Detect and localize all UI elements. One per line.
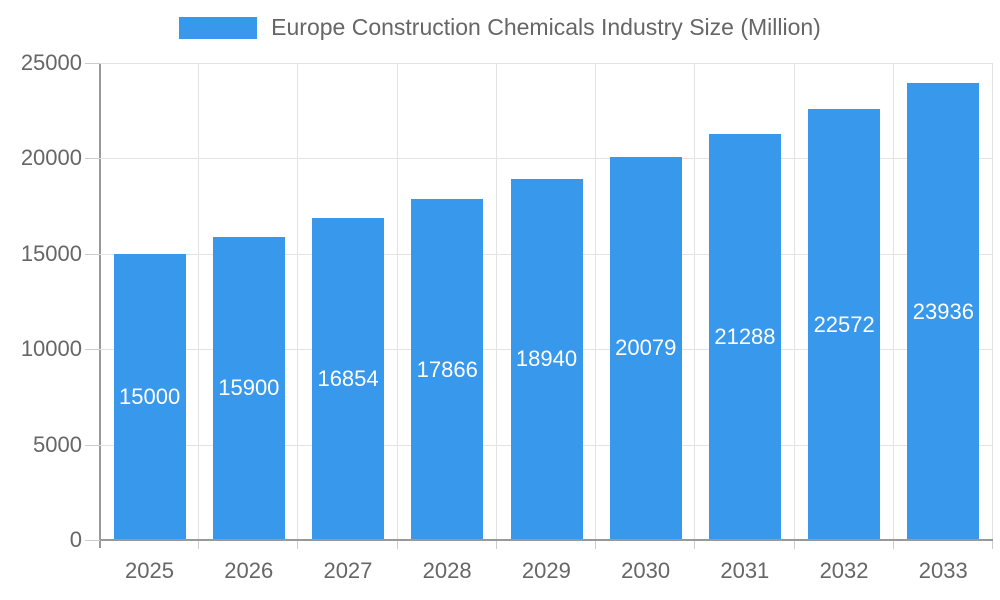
bar[interactable] (609, 156, 682, 540)
bar[interactable] (411, 199, 484, 540)
y-axis-tick-mark (85, 253, 100, 255)
legend-item[interactable]: Europe Construction Chemicals Industry S… (179, 14, 821, 41)
x-axis-tick-mark (595, 541, 597, 549)
x-gridline (694, 63, 696, 540)
x-gridline (595, 63, 597, 540)
y-axis-tick-mark (85, 540, 100, 541)
bar-value-label: 21288 (714, 323, 776, 349)
x-axis-tick-mark (297, 541, 299, 549)
x-axis-tick-label: 2029 (521, 558, 571, 583)
y-axis-tick-label: 0 (69, 527, 82, 552)
bar[interactable] (808, 109, 881, 540)
legend-swatch (179, 16, 258, 39)
bar[interactable] (312, 218, 385, 540)
y-axis-tick-mark (85, 63, 100, 64)
y-axis-tick-mark (85, 444, 100, 446)
y-axis-tick-label: 25000 (20, 50, 82, 75)
y-axis-tick-label: 5000 (33, 431, 82, 457)
y-axis-tick-label: 20000 (20, 145, 82, 171)
x-axis-tick-label: 2032 (819, 558, 869, 583)
x-axis-tick-label: 2028 (422, 558, 472, 583)
x-gridline (396, 63, 398, 540)
x-axis-tick-mark (495, 541, 497, 549)
x-axis-tick-mark (892, 541, 894, 549)
x-axis-tick-mark (198, 541, 200, 549)
legend-label: Europe Construction Chemicals Industry S… (271, 14, 821, 40)
bar-value-label: 20079 (615, 335, 677, 361)
x-axis-tick-label: 2025 (125, 558, 174, 583)
x-gridline (198, 63, 200, 540)
y-axis-tick-mark (85, 158, 100, 160)
y-axis-tick-label: 10000 (20, 336, 82, 362)
y-axis-tick-label: 15000 (20, 240, 82, 266)
y-axis-tick-mark (85, 349, 100, 351)
x-gridline (297, 63, 299, 540)
x-axis-tick-mark (396, 541, 398, 549)
x-axis-tick-mark (793, 541, 795, 549)
bar-value-label: 18940 (515, 346, 578, 372)
y-gridline (100, 63, 993, 64)
bar-value-label: 22572 (813, 311, 875, 337)
x-axis-tick-mark (992, 541, 993, 549)
bar-value-label: 15000 (119, 383, 181, 409)
bar[interactable] (510, 178, 583, 540)
bar[interactable] (212, 236, 285, 540)
legend: Europe Construction Chemicals Industry S… (0, 14, 1000, 41)
bar[interactable] (907, 83, 980, 540)
x-axis-line (99, 539, 993, 541)
bar-value-label: 23936 (912, 298, 974, 324)
x-axis-tick-mark (694, 541, 696, 549)
x-gridline (793, 63, 795, 540)
x-axis-tick-label: 2033 (918, 558, 968, 583)
y-axis-line (99, 63, 101, 548)
x-axis-tick-label: 2027 (323, 558, 373, 583)
bar[interactable] (708, 133, 781, 540)
y-gridline (100, 158, 993, 160)
x-gridline (892, 63, 894, 540)
x-gridline (495, 63, 497, 540)
plot-area: 15000 15900 16854 17866 18940 20079 21288 22572… (100, 63, 993, 540)
x-axis-tick-label: 2031 (720, 558, 770, 583)
bar[interactable] (113, 253, 186, 540)
x-axis-tick-label: 2030 (621, 558, 671, 583)
x-axis-tick-label: 2026 (224, 558, 274, 583)
bar-value-label: 16854 (317, 366, 379, 392)
bar-value-label: 15900 (218, 375, 280, 401)
x-gridline (992, 63, 993, 540)
bar-value-label: 17866 (416, 356, 478, 382)
